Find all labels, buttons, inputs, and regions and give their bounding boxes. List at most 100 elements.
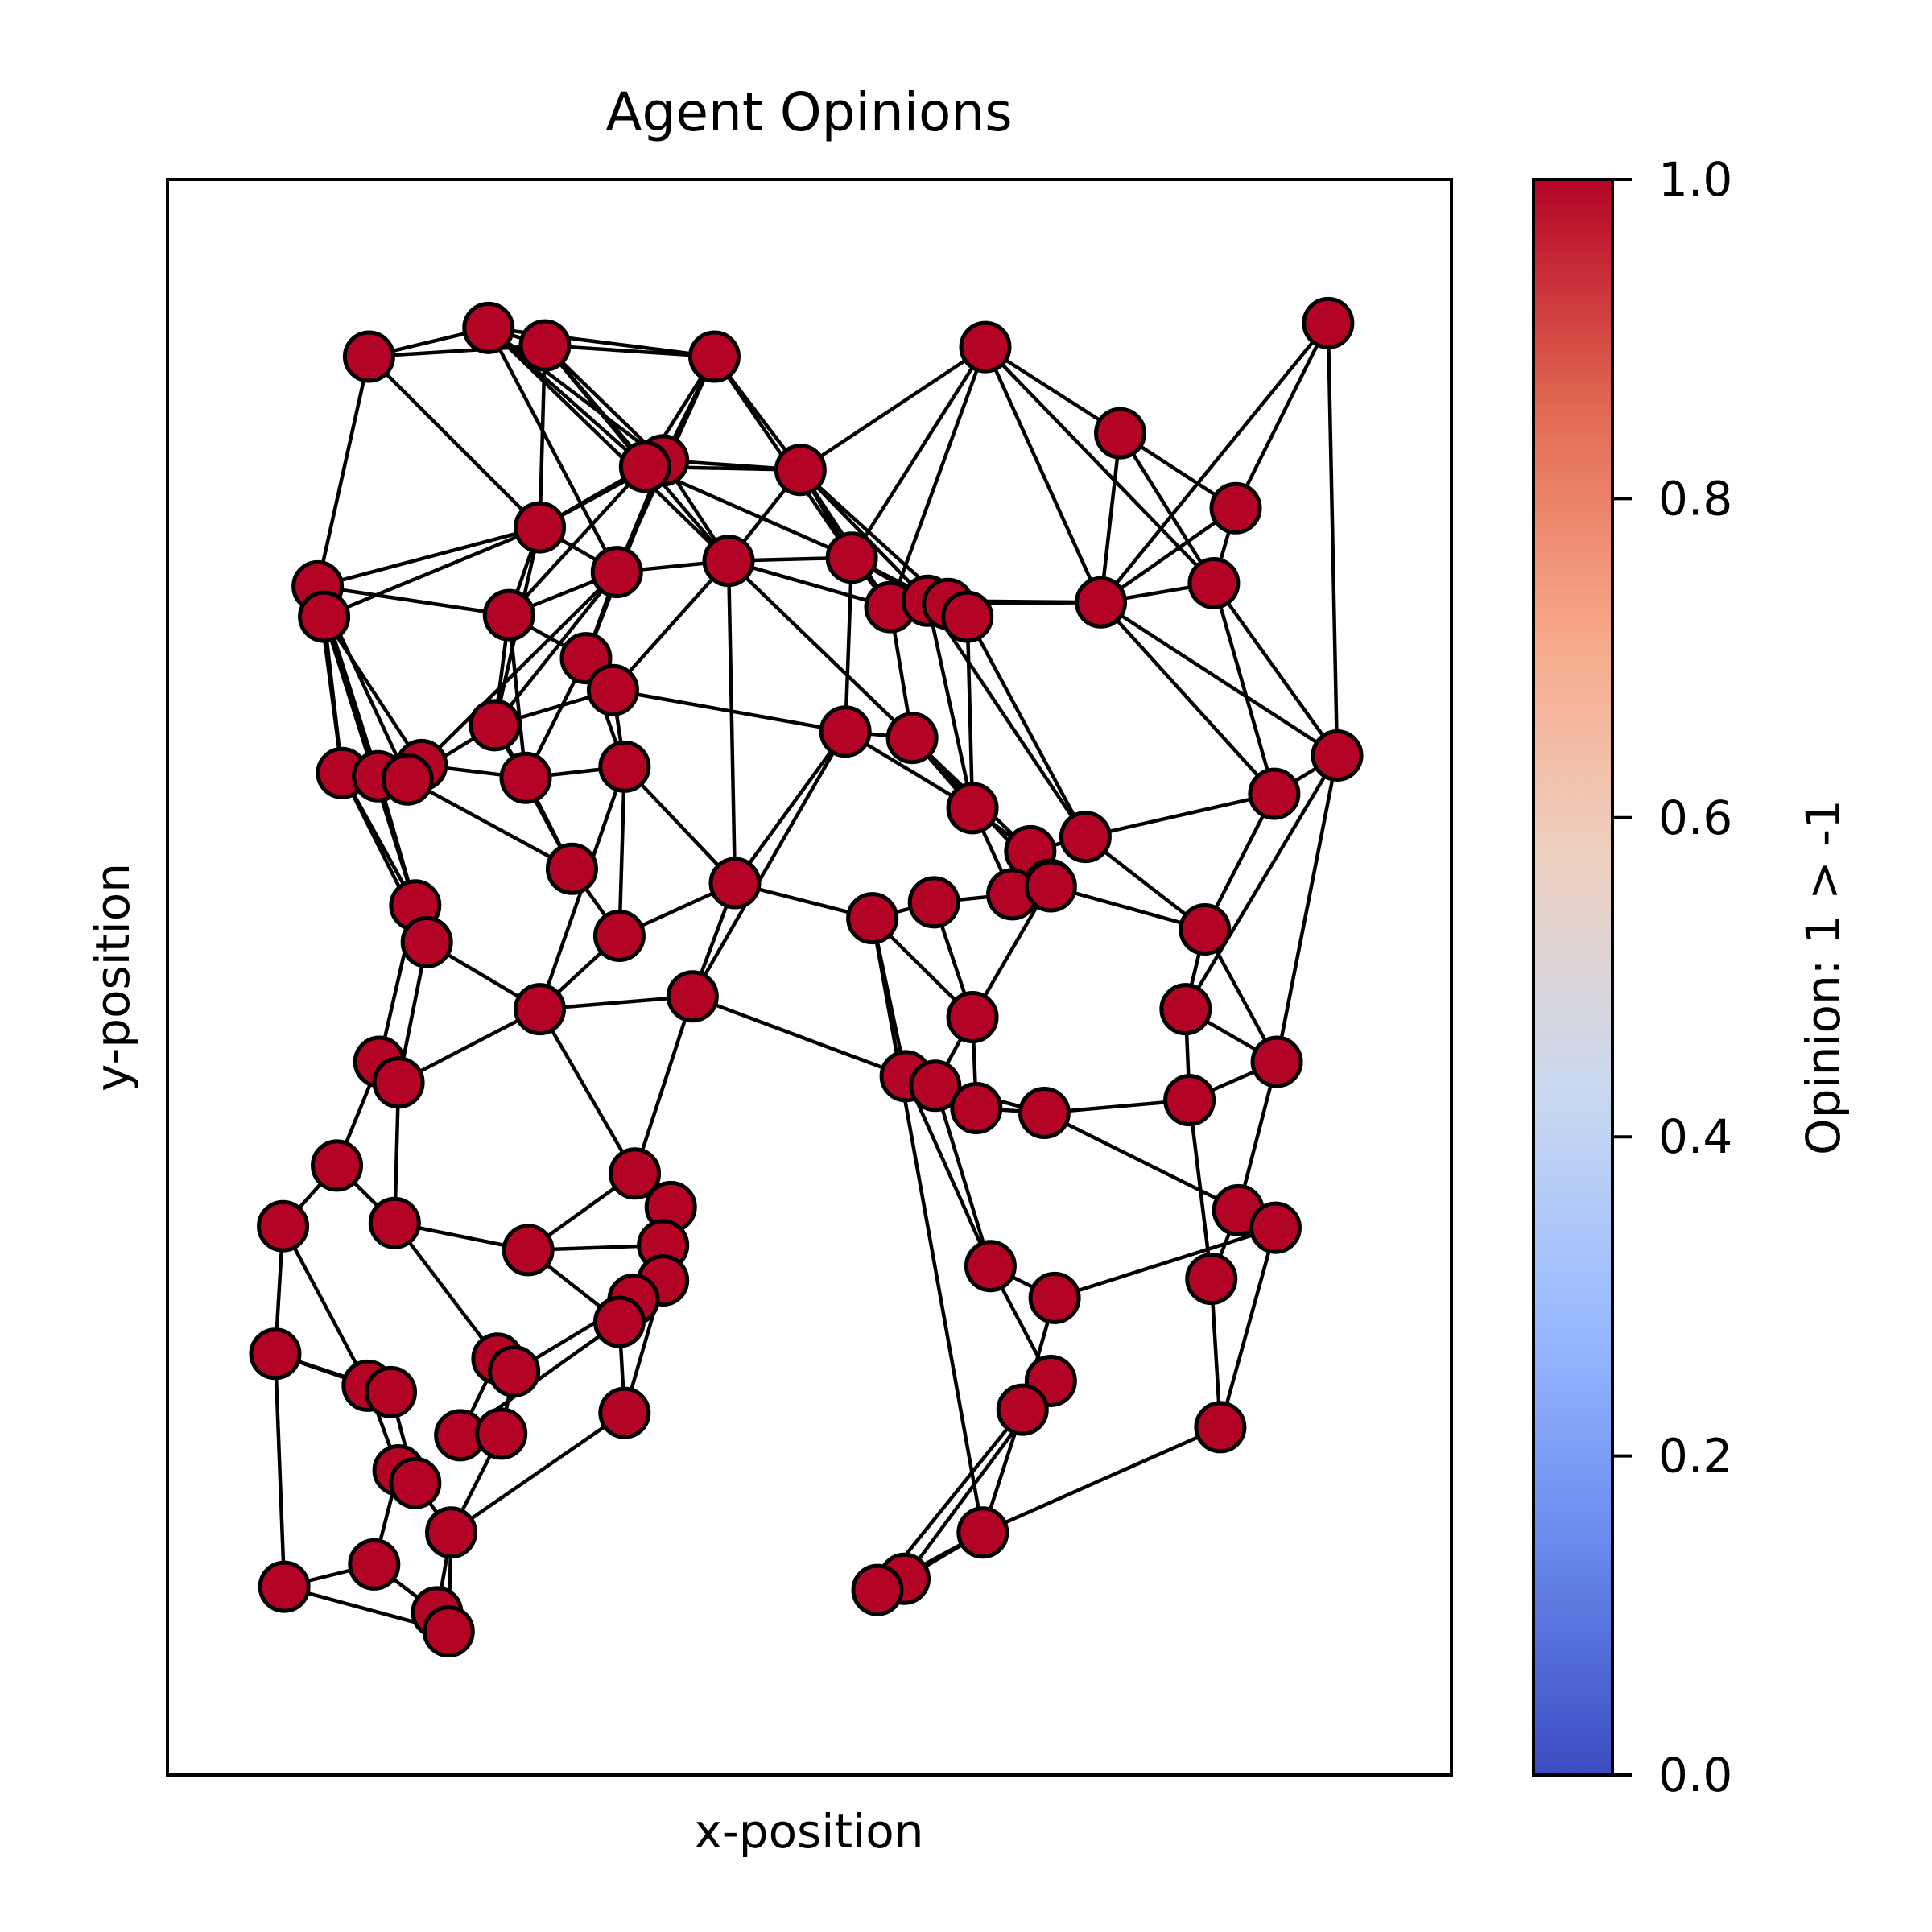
- agent-node: [462, 301, 515, 354]
- network-edge: [1234, 322, 1330, 510]
- agent-node: [1075, 576, 1128, 629]
- colorbar-tick-label: 0.2: [1658, 1429, 1732, 1484]
- network-edge: [726, 560, 737, 884]
- agent-node: [598, 740, 651, 793]
- network-edge: [933, 1085, 993, 1267]
- agent-node: [502, 1224, 555, 1277]
- network-edge: [984, 345, 1216, 585]
- agent-node: [825, 531, 878, 584]
- network-edge: [965, 616, 1088, 838]
- colorbar-tick-label: 0.8: [1658, 471, 1732, 526]
- agent-node: [518, 319, 572, 372]
- network-edge: [799, 345, 987, 472]
- agent-node: [1187, 556, 1241, 609]
- network-edge: [617, 766, 627, 936]
- network-edge: [487, 326, 646, 469]
- colorbar-ticks: 0.0 0.2 0.4 0.6 0.8 1.0: [1612, 152, 1732, 1802]
- network-edge: [1212, 582, 1339, 757]
- network-edge: [420, 570, 618, 766]
- network-edge: [398, 1007, 541, 1084]
- network-edge: [733, 730, 847, 885]
- network-edge: [1118, 431, 1216, 584]
- agent-node: [886, 712, 939, 765]
- agent-node: [499, 751, 552, 804]
- agent-node: [422, 1605, 475, 1658]
- colorbar-label: Opinion: 1 > -1: [1796, 799, 1851, 1155]
- network-edge: [544, 343, 715, 359]
- agent-node: [907, 876, 960, 929]
- network-edge: [1218, 1227, 1278, 1428]
- network-edge: [487, 326, 665, 462]
- agent-node: [1250, 1035, 1303, 1088]
- x-axis-label: x-position: [695, 1804, 924, 1859]
- agent-node: [1311, 729, 1364, 782]
- agent-node: [1024, 860, 1077, 913]
- plot-area: [166, 178, 1453, 1777]
- agent-node: [400, 915, 453, 968]
- agent-node: [959, 320, 1012, 374]
- agent-node: [424, 1506, 477, 1559]
- network-edge: [984, 345, 1121, 436]
- agent-node: [774, 444, 827, 497]
- agent-node: [1018, 1086, 1071, 1139]
- plot-frame: [166, 178, 1453, 1777]
- agent-node: [708, 857, 762, 910]
- agent-node: [1028, 1271, 1081, 1324]
- network-edge: [393, 1221, 499, 1360]
- agent-node: [545, 842, 598, 895]
- agent-node: [342, 330, 395, 383]
- network-edge: [728, 559, 891, 609]
- agent-node: [1209, 481, 1262, 535]
- agent-node: [1302, 296, 1355, 349]
- agent-node: [381, 753, 434, 806]
- agent-node: [365, 1365, 418, 1418]
- agent-node: [469, 699, 522, 752]
- agent-node: [1194, 1401, 1247, 1454]
- network-edge: [367, 355, 542, 529]
- network-edge: [493, 571, 619, 727]
- agent-node: [941, 590, 994, 643]
- agent-node: [586, 663, 639, 716]
- colorbar: 0.0 0.2 0.4 0.6 0.8 1.0 Opinion: 1 > -1: [1532, 152, 1851, 1802]
- network-edge: [981, 1425, 1221, 1534]
- network-edge: [1212, 582, 1277, 795]
- network-edge: [1099, 601, 1276, 795]
- network-edge: [487, 326, 730, 563]
- network-edge: [727, 559, 914, 740]
- network-edge: [870, 918, 985, 1534]
- colorbar-tick-label: 0.4: [1658, 1109, 1732, 1164]
- network-edge: [1326, 323, 1340, 756]
- agent-node: [482, 588, 535, 642]
- agent-node: [249, 1327, 302, 1381]
- agent-node: [592, 1295, 646, 1348]
- agent-node: [258, 1560, 311, 1613]
- agent-node: [488, 1345, 541, 1398]
- network-edge: [317, 584, 510, 617]
- network-edge: [316, 356, 371, 587]
- agent-node: [909, 1059, 962, 1113]
- network-edge: [904, 1075, 993, 1267]
- network-edge: [1099, 321, 1330, 604]
- network-edge: [613, 688, 846, 733]
- network-edge: [273, 1353, 287, 1587]
- network-edge: [843, 557, 854, 732]
- agent-node: [687, 330, 741, 383]
- agent-node: [348, 1538, 401, 1591]
- network-edge: [926, 599, 1088, 838]
- network-edge: [281, 1225, 369, 1387]
- network-edge: [623, 765, 737, 885]
- network-edge: [926, 600, 975, 809]
- y-axis-label: y-position: [85, 863, 140, 1092]
- agent-node: [311, 1139, 364, 1192]
- network-edge: [1183, 754, 1339, 1010]
- colorbar-tick-label: 1.0: [1658, 152, 1732, 207]
- agent-node: [514, 983, 567, 1036]
- agent-node: [1249, 1201, 1302, 1254]
- agent-node: [1159, 983, 1212, 1036]
- agent-node: [1179, 903, 1232, 956]
- network-edge: [507, 614, 528, 778]
- network-edge: [691, 994, 906, 1078]
- agent-node: [846, 892, 899, 945]
- network-edge: [507, 465, 646, 617]
- network-edge: [1100, 601, 1339, 758]
